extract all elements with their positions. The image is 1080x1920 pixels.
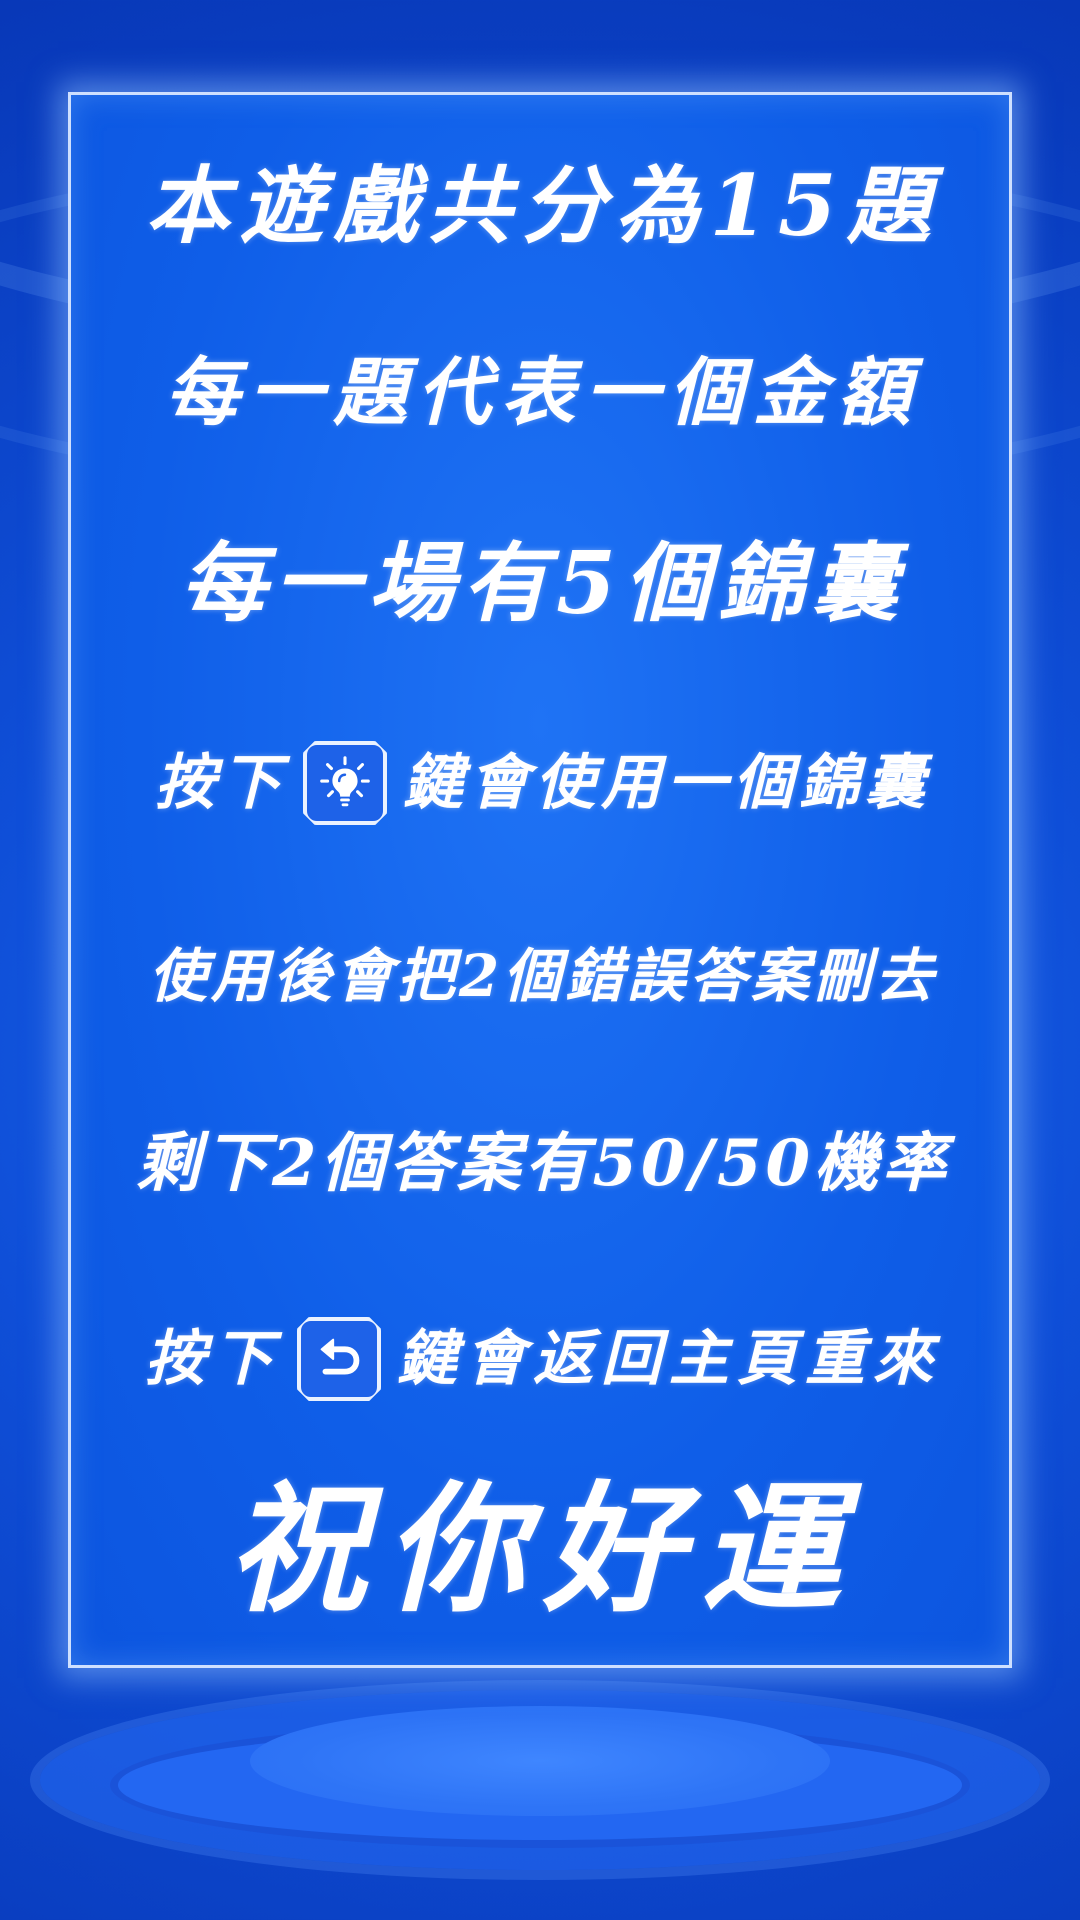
instruction-suffix: 鍵會使用一個錦囊	[403, 748, 931, 818]
instruction-line-amount: 每一題代表一個金額	[165, 350, 921, 436]
instruction-line-hint-usage: 按下 鍵會使用一個錦囊	[115, 735, 971, 831]
decorative-ring-bottom-outer	[40, 1690, 1040, 1870]
instruction-line-odds: 剩下2個答案有50/50機率	[135, 1126, 951, 1201]
back-button[interactable]	[297, 1317, 381, 1401]
instruction-prefix: 按下	[155, 748, 287, 818]
hint-button[interactable]	[303, 741, 387, 825]
instructions-panel: 本遊戲共分為15題 每一題代表一個金額 每一場有5個錦囊 按下	[68, 92, 1012, 1668]
decorative-ring-bottom-inner	[250, 1706, 830, 1816]
lightbulb-icon	[320, 756, 370, 807]
decorative-ring-bottom-mid	[110, 1722, 970, 1848]
instruction-line-back-usage: 按下 鍵會返回主頁重來	[115, 1311, 971, 1407]
instruction-line-lifelines: 每一場有5個錦囊	[180, 533, 906, 634]
instruction-prefix: 按下	[145, 1324, 281, 1394]
good-luck-message: 祝你好運	[226, 1468, 859, 1632]
instruction-line-questions: 本遊戲共分為15題	[145, 156, 941, 255]
instruction-line-remove-answers: 使用後會把2個錯誤答案刪去	[148, 942, 938, 1010]
instruction-suffix: 鍵會返回主頁重來	[397, 1324, 941, 1394]
return-arrow-icon	[320, 1338, 360, 1375]
